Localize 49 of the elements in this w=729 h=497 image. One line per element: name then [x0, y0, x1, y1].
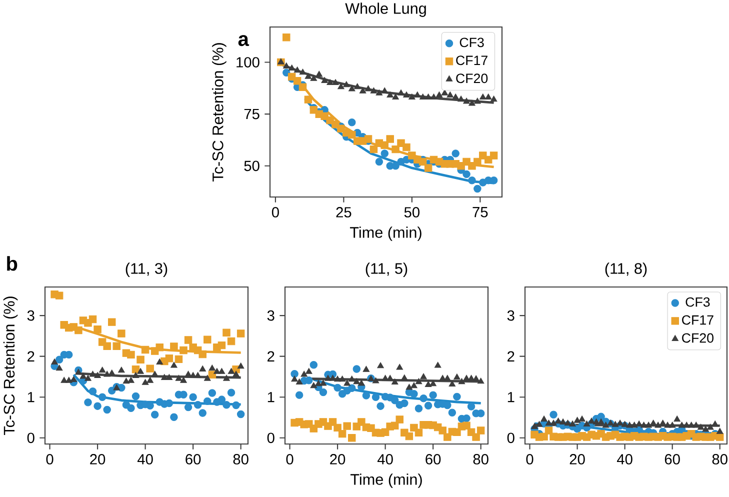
x-tick-label: 80 — [233, 454, 248, 464]
y-tick-label: 2 — [508, 351, 514, 362]
y-tick-label: 75 — [244, 108, 260, 120]
x-tick-label: 20 — [330, 454, 346, 464]
y-tick-label: 2 — [268, 351, 274, 362]
x-tick-label: 40 — [137, 454, 153, 464]
x-tick-label: 20 — [570, 454, 585, 464]
legend-label: CF20 — [456, 74, 488, 84]
x-tick-label: 50 — [404, 207, 420, 218]
y-tick-label: 3 — [27, 310, 34, 321]
legend-label: CF3 — [686, 297, 710, 307]
y-tick-label: 1 — [268, 392, 274, 402]
chart-title: (11, 5) — [366, 262, 408, 277]
x-tick-label: 60 — [664, 454, 680, 464]
chart-title: (11, 8) — [605, 262, 647, 277]
x-tick-label: 75 — [472, 207, 488, 218]
y-tick-label: 100 — [236, 57, 260, 68]
y-tick-label: 2 — [28, 351, 34, 362]
legend-label: CF17 — [682, 315, 714, 325]
y-tick-label: 50 — [244, 160, 260, 172]
y-tick-label: 1 — [28, 392, 34, 402]
x-tick-label: 25 — [336, 207, 352, 218]
x-tick-label: 60 — [186, 454, 201, 464]
x-tick-label: 40 — [377, 454, 393, 464]
y-tick-label: 0 — [507, 432, 514, 444]
y-tick-label: 3 — [267, 310, 274, 321]
text: b — [7, 256, 18, 271]
x-tick-label: 0 — [286, 454, 294, 464]
x-tick-label: 20 — [90, 454, 106, 464]
x-axis-title: Time (min) — [350, 226, 422, 241]
x-tick-label: 0 — [46, 454, 54, 464]
legend-label: CF3 — [460, 38, 484, 48]
text: a — [238, 35, 250, 46]
y-tick-label: 1 — [508, 392, 514, 402]
x-tick-label: 0 — [526, 454, 534, 464]
chart-title: Whole Lung — [345, 2, 426, 17]
x-tick-label: 80 — [712, 454, 728, 464]
legend-label: CF20 — [682, 333, 714, 343]
x-tick-label: 60 — [426, 454, 441, 464]
y-tick-label: 3 — [507, 310, 514, 321]
y-tick-label: 0 — [27, 432, 34, 444]
legend-label: CF17 — [456, 56, 488, 66]
y-axis-title: Tc-SC Retention (%) — [212, 43, 226, 182]
y-tick-label: 0 — [267, 432, 274, 444]
x-tick-label: 40 — [616, 454, 632, 464]
x-tick-label: 80 — [473, 454, 488, 464]
y-axis-title: Tc-SC Retention (%) — [3, 296, 18, 436]
chart-title: (11, 3) — [126, 262, 168, 277]
x-axis-title: Time (min) — [350, 474, 422, 488]
